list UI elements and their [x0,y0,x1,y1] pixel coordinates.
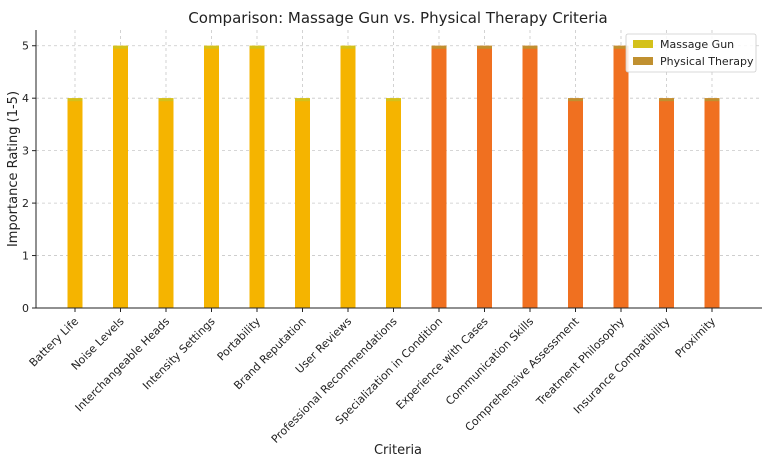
bar-massage-gun [386,98,401,308]
bars [67,45,720,309]
legend: Massage Gun Physical Therapy [625,33,757,73]
bar-physical-therapy [568,98,583,308]
y-axis-label: Importance Rating (1-5) [6,91,21,247]
x-tick-label: Interchangeable Heads [73,315,173,415]
bar-cap [113,45,128,49]
x-tick-label: Communication Skills [443,315,536,408]
bar-cap [613,45,629,49]
x-tick-label: Portability [215,315,264,364]
legend-swatch-massage-gun [633,40,653,48]
legend-label-massage-gun: Massage Gun [660,38,734,51]
legend-swatch-physical-therapy [633,57,653,65]
bar-physical-therapy [659,98,674,308]
bar-massage-gun [249,45,265,309]
y-tick-label: 4 [22,92,29,105]
bar-physical-therapy [477,45,492,309]
y-tick-label: 1 [22,250,29,263]
bar-cap [477,45,492,49]
x-tick-label: Proximity [673,315,719,361]
bar-physical-therapy [522,45,538,309]
bar-physical-therapy [613,45,629,309]
x-tick-label: Insurance Compatibility [571,315,673,417]
bar-cap [431,45,447,49]
bar-massage-gun [295,98,310,308]
axes [35,30,762,309]
bar-massage-gun [340,45,356,309]
bar-physical-therapy [431,45,447,309]
y-tick-label: 0 [22,302,29,315]
y-ticks: 0 1 2 3 4 5 [22,40,36,315]
bar-cap [295,98,310,102]
bar-massage-gun [158,98,174,308]
bar-cap [67,98,83,102]
bar-cap [568,98,583,102]
bar-cap [704,98,720,102]
bar-massage-gun [67,98,83,308]
y-tick-label: 3 [22,145,29,158]
bar-cap [522,45,538,49]
bar-physical-therapy [704,98,720,308]
y-tick-label: 2 [22,197,29,210]
bar-massage-gun [113,45,128,309]
bar-cap [659,98,674,102]
legend-box [625,33,757,73]
x-tick-label: Experience with Cases [394,315,491,412]
bar-cap [204,45,219,49]
y-tick-label: 5 [22,40,29,53]
legend-label-physical-therapy: Physical Therapy [660,55,754,68]
bar-massage-gun [204,45,219,309]
bar-cap [386,98,401,102]
bar-cap [249,45,265,49]
bar-cap [158,98,174,102]
bar-cap [340,45,356,49]
x-tick-label: Treatment Philosophy [533,315,627,409]
x-axis-label: Criteria [374,443,422,458]
chart-title: Comparison: Massage Gun vs. Physical The… [188,9,607,27]
